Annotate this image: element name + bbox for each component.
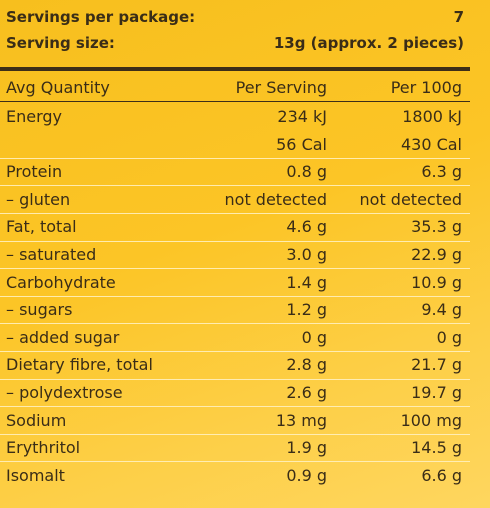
nutrient-name: – gluten	[6, 189, 71, 209]
per-serving-value: 234 kJ	[277, 107, 327, 126]
per-100g-value: 35.3 g	[411, 217, 462, 237]
per-100g-value: 0 g	[436, 327, 462, 347]
per-serving-value: 2.8 g	[286, 355, 327, 375]
nutrient-name: Protein	[6, 162, 63, 182]
per-100g-value: 19.7 g	[411, 383, 462, 402]
column-header-row: Avg Quantity Per Serving Per 100g	[0, 74, 470, 101]
nutrient-name: Sodium	[6, 410, 67, 430]
nutrient-name: Carbohydrate	[6, 272, 116, 292]
servings-per-package-row: Servings per package: 7	[6, 4, 464, 30]
nutrient-row-energy-cal: 56 Cal 430 Cal	[0, 131, 470, 158]
row-separator	[0, 295, 470, 297]
nutrient-name: – added sugar	[6, 327, 120, 347]
row-separator	[0, 185, 470, 187]
per-100g-value: 430 Cal	[400, 134, 462, 154]
serving-size-label: Serving size:	[6, 34, 115, 52]
serving-size-value: 13g (approx. 2 pieces)	[273, 34, 464, 52]
nutrient-row-erythritol: Erythritol 1.9 g 14.5 g	[0, 434, 470, 461]
nutrient-name: – saturated	[6, 245, 97, 264]
header-divider	[0, 101, 470, 102]
per-serving-value: 2.6 g	[286, 383, 327, 402]
nutrient-row-protein: Protein 0.8 g 6.3 g	[0, 158, 470, 185]
column-header-quantity: Avg Quantity	[6, 78, 110, 97]
per-serving-value: 13 mg	[275, 410, 327, 430]
per-serving-value: 0.8 g	[286, 162, 327, 182]
nutrient-row-saturated: – saturated 3.0 g 22.9 g	[0, 241, 470, 268]
nutrient-name: Isomalt	[6, 465, 65, 485]
nutrient-row-sugars: – sugars 1.2 g 9.4 g	[0, 296, 470, 323]
serving-size-row: Serving size: 13g (approx. 2 pieces)	[6, 30, 464, 56]
per-serving-value: 3.0 g	[286, 245, 327, 264]
nutrient-row-fat-total: Fat, total 4.6 g 35.3 g	[0, 213, 470, 240]
row-separator	[0, 433, 470, 435]
row-separator	[0, 240, 470, 242]
per-serving-value: 1.9 g	[286, 438, 327, 458]
nutrient-row-energy: Energy 234 kJ 1800 kJ	[0, 103, 470, 130]
per-100g-value: 100 mg	[400, 410, 462, 430]
thick-divider	[0, 67, 470, 71]
row-separator	[0, 268, 470, 270]
per-serving-value: not detected	[224, 189, 327, 209]
servings-value: 7	[453, 8, 464, 26]
nutrient-row-sodium: Sodium 13 mg 100 mg	[0, 407, 470, 434]
nutrient-name: – polydextrose	[6, 383, 123, 402]
row-separator	[0, 378, 470, 380]
per-serving-value: 1.4 g	[286, 272, 327, 292]
column-header-per-100g: Per 100g	[390, 78, 462, 97]
per-100g-value: 9.4 g	[421, 300, 462, 320]
per-100g-value: 1800 kJ	[402, 107, 462, 126]
row-separator	[0, 406, 470, 408]
column-header-per-serving: Per Serving	[235, 78, 327, 97]
per-serving-value: 0.9 g	[286, 465, 327, 485]
nutrient-name: Dietary fibre, total	[6, 355, 153, 375]
per-100g-value: 22.9 g	[411, 245, 462, 264]
nutrient-name: Erythritol	[6, 438, 81, 458]
per-serving-value: 1.2 g	[286, 300, 327, 320]
per-100g-value: not detected	[359, 189, 462, 209]
row-separator	[0, 350, 470, 352]
nutrient-row-gluten: – gluten not detected not detected	[0, 186, 470, 213]
per-100g-value: 21.7 g	[411, 355, 462, 375]
nutrient-row-added-sugar: – added sugar 0 g 0 g	[0, 324, 470, 351]
per-100g-value: 6.3 g	[421, 162, 462, 182]
nutrient-name: Energy	[6, 107, 63, 126]
nutrient-row-polydextrose: – polydextrose 2.6 g 19.7 g	[0, 379, 470, 406]
row-separator	[0, 212, 470, 214]
nutrient-name: – sugars	[6, 300, 73, 320]
row-separator	[0, 461, 470, 463]
per-100g-value: 14.5 g	[411, 438, 462, 458]
nutrient-row-carbohydrate: Carbohydrate 1.4 g 10.9 g	[0, 269, 470, 296]
nutrient-row-dietary-fibre-total: Dietary fibre, total 2.8 g 21.7 g	[0, 351, 470, 378]
nutrition-panel: Servings per package: 7 Serving size: 13…	[0, 4, 470, 489]
per-serving-value: 0 g	[301, 327, 327, 347]
nutrient-name: Fat, total	[6, 217, 77, 237]
per-100g-value: 6.6 g	[421, 465, 462, 485]
per-serving-value: 56 Cal	[276, 134, 327, 154]
nutrient-row-isomalt: Isomalt 0.9 g 6.6 g	[0, 462, 470, 489]
row-separator	[0, 323, 470, 325]
per-serving-value: 4.6 g	[286, 217, 327, 237]
servings-label: Servings per package:	[6, 8, 196, 26]
per-100g-value: 10.9 g	[411, 272, 462, 292]
row-separator	[0, 157, 470, 159]
